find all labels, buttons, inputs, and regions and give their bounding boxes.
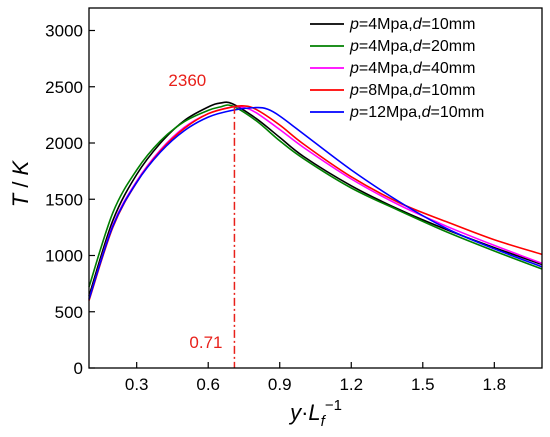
series-line-5 (88, 106, 543, 300)
x-axis: 0.3 0.6 0.9 1.2 1.5 1.8 (125, 362, 506, 394)
series-lines (88, 101, 543, 301)
x-axis-variable: y (288, 400, 303, 425)
y-tick-label: 2500 (45, 78, 83, 97)
x-tick-label: 0.6 (196, 375, 220, 394)
legend-entry-5: p=12Mpa,d=10mm (349, 104, 484, 121)
y-tick-label: 3000 (45, 22, 83, 41)
legend: p=4Mpa,d=10mm p=4Mpa,d=20mm p=4Mpa,d=40mm p… (310, 16, 484, 121)
x-axis-label: y·Lf−1 (288, 397, 342, 430)
series-line-2 (88, 104, 543, 288)
x-tick-label: 1.8 (482, 375, 506, 394)
x-tick-label: 1.5 (411, 375, 435, 394)
peak-position-label: 0.71 (189, 333, 222, 352)
x-tick-label: 0.3 (125, 375, 149, 394)
series-line-1 (88, 101, 543, 297)
x-axis-superscript: −1 (325, 397, 342, 414)
series-line-4 (88, 104, 543, 301)
x-tick-label: 1.2 (339, 375, 363, 394)
x-tick-label: 0.9 (268, 375, 292, 394)
y-axis-variable: T (8, 192, 33, 207)
y-axis-label: T / K (8, 159, 33, 207)
legend-entry-1: p=4Mpa,d=10mm (349, 16, 475, 33)
x-axis-dot: · (301, 400, 308, 425)
legend-entry-2: p=4Mpa,d=20mm (349, 38, 475, 55)
x-axis-symbol: L (308, 400, 320, 425)
y-axis: 0 500 1000 1500 2000 2500 3000 (45, 22, 95, 378)
y-axis-unit: K (8, 159, 33, 175)
peak-value-label: 2360 (168, 71, 206, 90)
y-tick-label: 500 (55, 303, 83, 322)
y-tick-label: 0 (74, 359, 83, 378)
plot-frame (88, 7, 543, 369)
y-tick-label: 1000 (45, 247, 83, 266)
y-tick-label: 2000 (45, 134, 83, 153)
legend-entry-3: p=4Mpa,d=40mm (349, 60, 475, 77)
legend-entry-4: p=8Mpa,d=10mm (349, 82, 475, 99)
series-line-3 (88, 105, 543, 300)
y-tick-label: 1500 (45, 190, 83, 209)
y-axis-separator: / (8, 175, 33, 193)
x-axis-subscript: f (321, 413, 327, 430)
